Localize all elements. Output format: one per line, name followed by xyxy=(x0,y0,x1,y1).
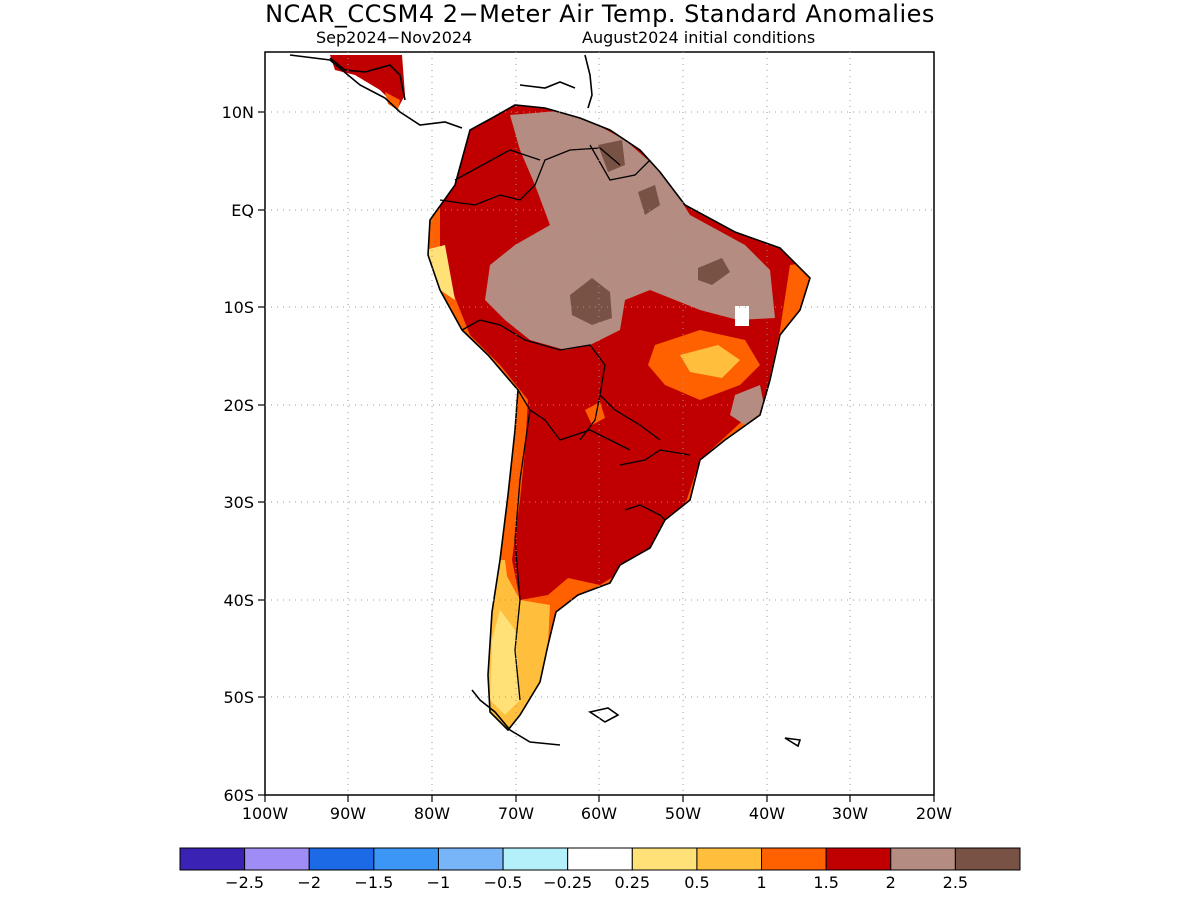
lon-label: 20W xyxy=(916,804,952,823)
lon-label: 100W xyxy=(242,804,289,823)
colorbar-swatch xyxy=(825,847,892,871)
colorbar-label: −0.5 xyxy=(484,873,523,892)
axis-ticks xyxy=(258,111,935,802)
colorbar-swatch xyxy=(437,847,504,871)
lat-label: 20S xyxy=(223,396,254,415)
colorbar-swatch xyxy=(761,847,827,871)
colorbar-label: −2 xyxy=(297,873,321,892)
colorbar-swatch xyxy=(631,847,698,871)
colorbar-swatch xyxy=(179,847,246,871)
colorbar-label: −0.25 xyxy=(543,873,592,892)
lon-label: 70W xyxy=(498,804,534,823)
central-america-field xyxy=(330,55,405,110)
colorbar-label: 1.5 xyxy=(813,873,838,892)
colorbar-label: 0.5 xyxy=(684,873,709,892)
initial-conditions: August2024 initial conditions xyxy=(582,28,816,47)
lat-label: 40S xyxy=(223,591,254,610)
colorbar-swatch xyxy=(954,847,1021,871)
lat-label: EQ xyxy=(231,201,254,220)
colorbar-label: −2.5 xyxy=(225,873,264,892)
colorbar-swatch xyxy=(244,847,310,871)
colorbar-swatch xyxy=(308,847,375,871)
map-title: NCAR_CCSM4 2−Meter Air Temp. Standard An… xyxy=(265,0,935,28)
colorbar-label: 1 xyxy=(756,873,766,892)
lat-label: 30S xyxy=(223,493,254,512)
lat-label: 10S xyxy=(223,298,254,317)
lon-label: 80W xyxy=(414,804,450,823)
colorbar-label: −1.5 xyxy=(354,873,393,892)
colorbar-label: 2.5 xyxy=(943,873,968,892)
lon-label: 50W xyxy=(665,804,701,823)
colorbar-swatch xyxy=(567,847,633,871)
colorbar-swatch xyxy=(502,847,569,871)
lon-label: 30W xyxy=(832,804,868,823)
colorbar-swatch xyxy=(696,847,763,871)
lon-label: 60W xyxy=(581,804,617,823)
longitude-labels: 100W 90W 80W 70W 60W 50W 40W 30W 20W xyxy=(242,804,952,823)
forecast-period: Sep2024−Nov2024 xyxy=(316,28,473,47)
lon-label: 90W xyxy=(330,804,366,823)
colorbar-swatch xyxy=(373,847,439,871)
lat-label: 60S xyxy=(223,786,254,805)
lon-label: 40W xyxy=(749,804,785,823)
colorbar-label: 0.25 xyxy=(614,873,650,892)
lat-label: 50S xyxy=(223,688,254,707)
colorbar xyxy=(179,847,1021,871)
latitude-labels: 10N EQ 10S 20S 30S 40S 50S 60S xyxy=(222,103,254,805)
colorbar-labels: −2.5 −2 −1.5 −1 −0.5 −0.25 0.25 0.5 1 1.5 2 2.5 xyxy=(225,873,968,892)
colorbar-swatch xyxy=(890,847,956,871)
lat-label: 10N xyxy=(222,103,254,122)
colorbar-label: 2 xyxy=(886,873,896,892)
colorbar-label: −1 xyxy=(427,873,451,892)
